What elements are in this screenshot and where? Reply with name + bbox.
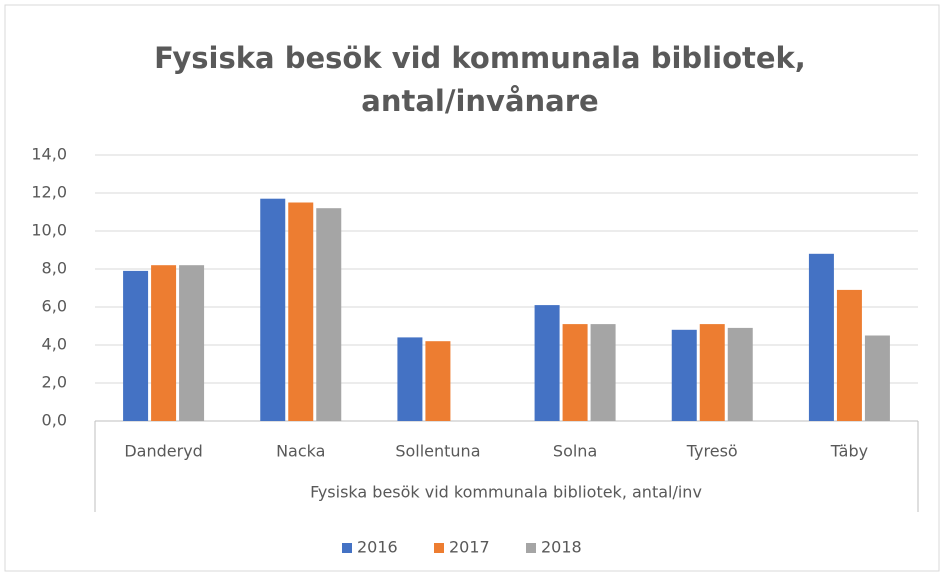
bar bbox=[671, 329, 697, 421]
bar bbox=[151, 265, 177, 421]
bar bbox=[836, 289, 862, 421]
legend-swatch bbox=[434, 543, 444, 553]
y-tick-label: 10,0 bbox=[31, 221, 67, 240]
bar bbox=[534, 305, 560, 421]
y-tick-label: 0,0 bbox=[42, 411, 67, 430]
legend-label: 2018 bbox=[541, 538, 582, 557]
bar bbox=[425, 341, 451, 421]
x-tick-label: Täby bbox=[830, 442, 868, 461]
bar bbox=[699, 324, 725, 421]
x-tick-label: Nacka bbox=[276, 442, 325, 461]
chart-title: Fysiska besök vid kommunala bibliotek, bbox=[154, 41, 806, 75]
bar bbox=[397, 337, 423, 421]
bar bbox=[562, 324, 588, 421]
chart-title: antal/invånare bbox=[361, 84, 598, 118]
legend-label: 2016 bbox=[357, 538, 398, 557]
bar bbox=[316, 208, 342, 421]
y-tick-label: 4,0 bbox=[42, 335, 67, 354]
bar bbox=[179, 265, 205, 421]
x-tick-label: Solna bbox=[553, 442, 597, 461]
bar bbox=[123, 270, 149, 421]
y-tick-label: 2,0 bbox=[42, 373, 67, 392]
bar bbox=[288, 202, 314, 421]
x-tick-label: Danderyd bbox=[124, 442, 202, 461]
x-tick-label: Tyresö bbox=[686, 442, 738, 461]
x-axis-label: Fysiska besök vid kommunala bibliotek, a… bbox=[310, 483, 702, 502]
y-tick-label: 14,0 bbox=[31, 145, 67, 164]
legend-label: 2017 bbox=[449, 538, 490, 557]
y-tick-label: 6,0 bbox=[42, 297, 67, 316]
y-tick-label: 8,0 bbox=[42, 259, 67, 278]
bar bbox=[808, 253, 834, 421]
legend-swatch bbox=[342, 543, 352, 553]
legend-swatch bbox=[526, 543, 536, 553]
bar bbox=[590, 324, 616, 421]
bar bbox=[260, 198, 286, 421]
bar bbox=[864, 335, 890, 421]
bar bbox=[727, 327, 753, 421]
x-tick-label: Sollentuna bbox=[395, 442, 480, 461]
y-tick-label: 12,0 bbox=[31, 183, 67, 202]
